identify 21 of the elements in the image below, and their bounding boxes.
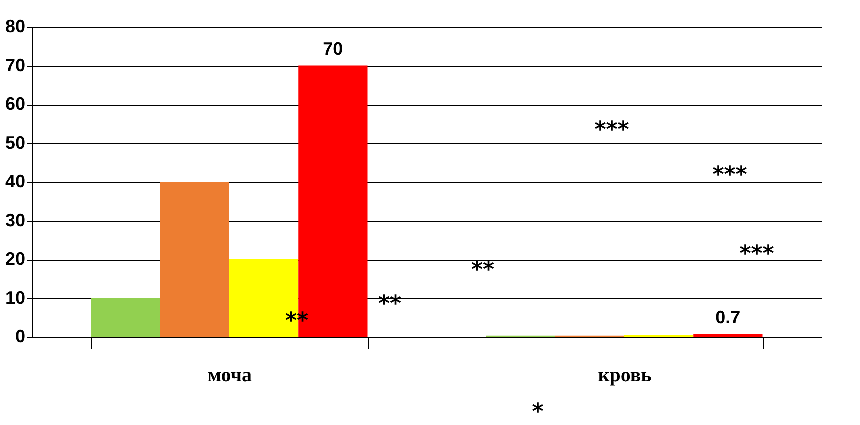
y-tick-label: 20 (5, 249, 26, 269)
data-label: 70 (323, 38, 344, 59)
bar (160, 182, 230, 337)
y-tick-label: 30 (5, 210, 26, 230)
x-tick-label: моча (208, 364, 252, 386)
y-tick-label: 0 (15, 326, 26, 346)
text: * (532, 400, 544, 425)
annotation: ** (471, 258, 495, 283)
y-tick-label: 50 (5, 132, 26, 153)
y-tick-label: 70 (5, 55, 26, 76)
data-label: 0.7 (716, 307, 741, 328)
y-tick-label: 80 (5, 16, 26, 36)
annotation: *** (712, 163, 748, 188)
y-tick-label: 40 (5, 172, 26, 192)
annotation: *** (740, 242, 775, 267)
y-tick-label: 10 (5, 288, 26, 308)
bar (694, 334, 763, 337)
bar (91, 298, 160, 337)
y-tick-label: 60 (5, 94, 26, 114)
x-tick-label: кровь (598, 364, 652, 386)
annotation: *** (594, 118, 630, 143)
